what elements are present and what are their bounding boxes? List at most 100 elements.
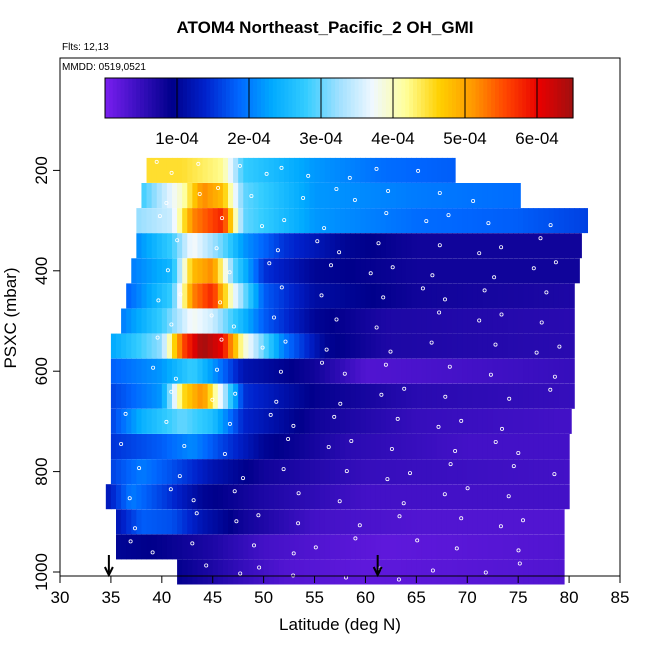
- colorbar-segment: [506, 78, 512, 118]
- heat-cell: [146, 157, 153, 183]
- heat-cell: [258, 434, 265, 459]
- heat-cell: [472, 559, 479, 585]
- heat-cell: [513, 534, 519, 560]
- heat-cell: [146, 233, 153, 259]
- heat-cell: [426, 208, 433, 234]
- heat-cell: [452, 459, 458, 485]
- heat-cell: [406, 408, 412, 434]
- heat-cell: [380, 509, 387, 535]
- heat-cell: [182, 157, 188, 183]
- heat-cell: [299, 459, 305, 485]
- colorbar-tick-label: 6e-04: [515, 129, 558, 148]
- sample-point: [511, 464, 516, 469]
- sample-point: [169, 322, 174, 327]
- sample-point: [437, 243, 442, 248]
- heat-cell: [248, 308, 255, 334]
- heat-cell: [233, 509, 239, 535]
- heat-cell: [248, 208, 255, 234]
- heat-cell: [278, 157, 285, 183]
- colorbar-segment: [144, 78, 149, 118]
- heat-cell: [477, 358, 484, 384]
- heat-cell: [553, 509, 560, 535]
- heat-cell: [156, 308, 163, 334]
- heat-cell: [421, 283, 428, 309]
- heat-cell: [187, 157, 193, 183]
- heat-cell: [462, 534, 468, 560]
- colorbar-segment: [374, 78, 379, 118]
- sample-point: [357, 523, 362, 528]
- heat-cell: [569, 283, 575, 309]
- heat-cell: [268, 534, 275, 560]
- heat-cell: [243, 459, 249, 485]
- x-tick-label: 75: [509, 588, 528, 607]
- heat-cell: [513, 333, 519, 359]
- heat-cell: [569, 358, 575, 384]
- heat-cell: [172, 157, 178, 183]
- heat-cell: [161, 183, 168, 208]
- heat-cell: [136, 534, 143, 560]
- heat-cell: [192, 283, 199, 309]
- heat-cell: [472, 408, 479, 434]
- sample-point: [216, 185, 221, 190]
- heat-cell: [334, 157, 341, 183]
- heat-cell: [228, 183, 234, 208]
- sample-point: [499, 245, 504, 250]
- heat-cell: [467, 308, 473, 334]
- heat-cell: [518, 183, 521, 208]
- heat-cell: [441, 534, 448, 560]
- heat-cell: [370, 183, 377, 208]
- sample-point: [493, 342, 498, 347]
- heat-cell: [146, 383, 153, 409]
- colorbar-segment: [424, 78, 430, 118]
- heat-cell: [284, 157, 290, 183]
- heat-cell: [248, 183, 255, 208]
- heat-cell: [528, 484, 535, 510]
- heat-cell: [177, 383, 183, 409]
- heat-cell: [375, 333, 382, 359]
- heat-cell: [156, 233, 163, 259]
- heat-cell: [131, 459, 137, 485]
- sample-point: [260, 345, 265, 350]
- heat-cell: [243, 509, 249, 535]
- heat-cell: [385, 509, 392, 535]
- heat-cell: [426, 358, 433, 384]
- heat-cell: [156, 183, 163, 208]
- heat-cell: [396, 534, 402, 560]
- heat-cell: [192, 534, 199, 560]
- heat-cell: [268, 258, 275, 284]
- heat-cell: [558, 208, 565, 234]
- heat-cell: [462, 383, 468, 409]
- heat-cell: [110, 434, 117, 459]
- heat-cell: [233, 408, 239, 434]
- heat-cell: [217, 308, 224, 334]
- heat-cell: [396, 208, 402, 234]
- heat-cell: [365, 408, 372, 434]
- heat-cell: [289, 333, 295, 359]
- heat-cell: [212, 408, 219, 434]
- heat-cell: [222, 208, 229, 234]
- heat-cell: [446, 534, 453, 560]
- heat-cell: [263, 258, 270, 284]
- x-tick-label: 55: [305, 588, 324, 607]
- colorbar-segment: [479, 78, 484, 118]
- heat-cell: [207, 157, 214, 183]
- heat-cell: [528, 233, 535, 259]
- colorbar-segment: [245, 78, 250, 118]
- heat-cell: [228, 509, 234, 535]
- heat-cell: [467, 459, 473, 485]
- colorbar-segment: [264, 78, 270, 118]
- heat-cell: [105, 484, 112, 510]
- heat-cell: [482, 283, 489, 309]
- sample-point: [274, 399, 279, 404]
- heat-cell: [212, 509, 219, 535]
- heat-cell: [411, 283, 417, 309]
- heat-cell: [121, 434, 127, 459]
- colorbar-segment: [249, 78, 254, 118]
- heat-cell: [212, 333, 219, 359]
- heat-cell: [294, 383, 300, 409]
- sample-point: [548, 387, 553, 392]
- heat-cell: [217, 434, 224, 459]
- heat-cell: [345, 308, 351, 334]
- heat-cell: [207, 283, 214, 309]
